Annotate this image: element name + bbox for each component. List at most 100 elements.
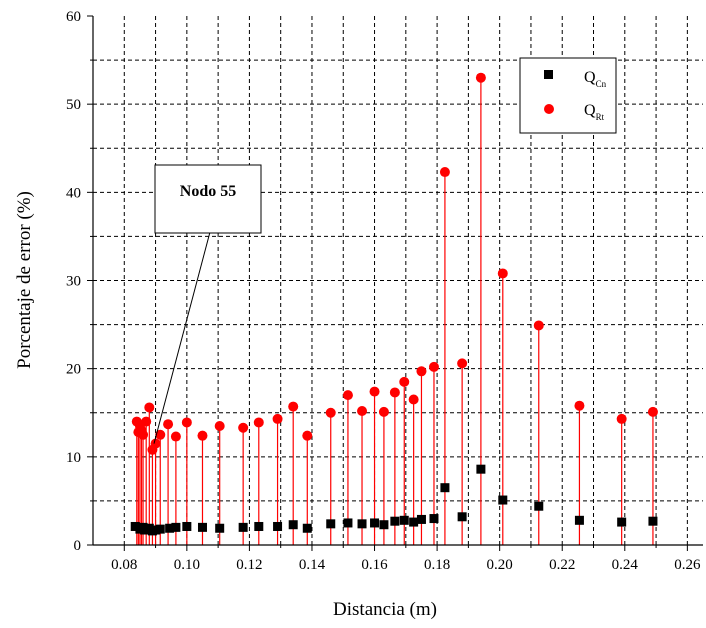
series-0-point (648, 516, 658, 526)
series-1-point (497, 268, 508, 279)
series-0-point (165, 523, 175, 533)
series-1-point (357, 405, 368, 416)
x-tick-label: 0.22 (549, 557, 575, 573)
series-1-point (141, 416, 152, 427)
series-0-point (370, 518, 380, 528)
legend-label-qrt: QRt (584, 102, 605, 122)
series-1-point (170, 431, 181, 442)
series-0-point (238, 522, 248, 532)
legend-label-qrt-sub: Rt (596, 112, 605, 122)
x-tick-label: 0.16 (361, 557, 388, 573)
series-1-point (439, 167, 450, 178)
series-0-point (155, 524, 165, 534)
x-tick-label: 0.10 (174, 557, 200, 573)
series-0-point (273, 521, 283, 531)
y-tick-label: 50 (66, 97, 81, 113)
series-1-point (214, 420, 225, 431)
series-1-point (416, 366, 427, 377)
legend-label-qcn: QCn (584, 69, 607, 89)
y-tick-label: 60 (66, 9, 81, 25)
series-0-point (215, 523, 225, 533)
series-0-point (534, 501, 544, 511)
annotation-box (154, 164, 262, 234)
series-1-point (342, 390, 353, 401)
series-0-point (498, 495, 508, 505)
series-0-point (130, 521, 140, 531)
x-tick-label: 0.24 (612, 557, 639, 573)
series-1-point (197, 430, 208, 441)
series-0-point (171, 522, 181, 532)
axes (87, 15, 703, 551)
series-1-point (533, 320, 544, 331)
series-0-point (254, 521, 264, 531)
series-1-point (138, 429, 149, 440)
series-1-point (475, 72, 486, 83)
x-tick-label: 0.18 (424, 557, 450, 573)
x-tick-label: 0.08 (111, 557, 137, 573)
series-1-point (253, 417, 264, 428)
series-0-point (399, 515, 409, 525)
series-0-point (617, 517, 627, 527)
series-1-point (150, 438, 161, 449)
series-0-point (326, 519, 336, 529)
series-0-point (416, 514, 426, 524)
series-0-point (440, 483, 450, 493)
series-1-point (272, 413, 283, 424)
legend-label-qcn-sub: Cn (596, 79, 607, 89)
legend-box (519, 57, 617, 134)
y-tick-label: 0 (74, 538, 82, 554)
series-0-point (429, 514, 439, 524)
x-tick-label: 0.14 (299, 557, 326, 573)
series-1-point (369, 386, 380, 397)
series-1-point (238, 422, 249, 433)
series-1-point (325, 407, 336, 418)
series-0-point (288, 520, 298, 530)
series-1-point (457, 358, 468, 369)
series-1-point (302, 430, 313, 441)
series-0-point (457, 512, 467, 522)
y-tick-label: 30 (66, 274, 81, 290)
tick-labels: 0.08 0.10 0.12 0.14 0.16 0.18 0.20 0.22 0.24 0.26… (66, 9, 701, 573)
legend-label-qrt-main: Q (584, 102, 596, 119)
y-tick-label: 40 (66, 185, 81, 201)
annotation-callout: Nodo 55 (153, 164, 262, 444)
x-tick-label: 0.26 (674, 557, 701, 573)
series-1-point (155, 429, 166, 440)
y-axis-title: Porcentaje de error (%) (14, 191, 35, 369)
series-0-point (140, 525, 150, 535)
series-1-point (144, 402, 155, 413)
series-1-point (574, 400, 585, 411)
series-0-point (476, 464, 486, 474)
x-axis-title: Distancia (m) (333, 599, 437, 620)
series-0-point (379, 520, 389, 530)
series-0-point (409, 517, 419, 527)
series-1-point (389, 387, 400, 398)
series-1-point (399, 376, 410, 387)
series-0-point (343, 518, 353, 528)
y-tick-label: 20 (66, 362, 81, 378)
series-0-point (390, 516, 400, 526)
series-0-point (197, 522, 207, 532)
series-0-point (357, 519, 367, 529)
series-1-point (428, 361, 439, 372)
grid-layer (93, 16, 703, 545)
series-0-point (574, 515, 584, 525)
series-1-point (647, 406, 658, 417)
legend-marker-qcn (544, 70, 553, 79)
annotation-leader-line (153, 231, 211, 444)
series-1-point (378, 406, 389, 417)
y-tick-label: 10 (66, 450, 81, 466)
legend-marker-qrt (544, 104, 554, 114)
series-0-point (151, 525, 161, 535)
series-1-point (181, 417, 192, 428)
series-1-point (408, 394, 419, 405)
marker-layer (130, 72, 658, 536)
annotation-text: Nodo 55 (180, 183, 236, 200)
x-tick-label: 0.12 (236, 557, 262, 573)
series-1-point (616, 413, 627, 424)
series-0-point (182, 521, 192, 531)
legend: QCn QRt (519, 57, 617, 134)
x-tick-label: 0.20 (487, 557, 513, 573)
